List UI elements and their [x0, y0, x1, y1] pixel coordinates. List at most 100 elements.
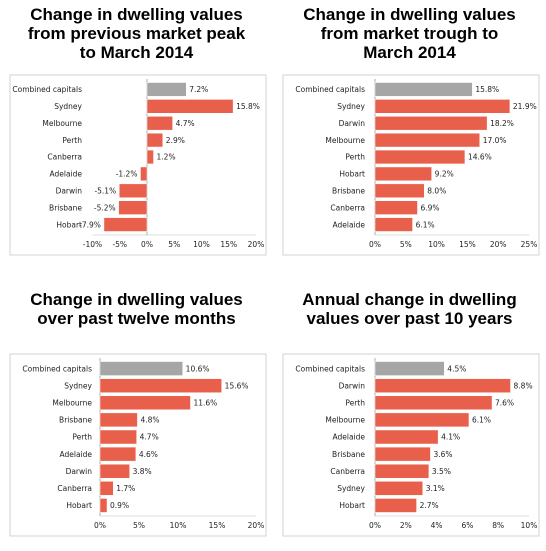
value-label: 3.1% — [426, 484, 445, 493]
category-label: Hobart — [339, 501, 365, 510]
category-label: Perth — [345, 153, 365, 162]
bar — [118, 200, 148, 215]
x-tick-label: -10% — [83, 240, 102, 249]
chart-title-line: Change in dwelling values — [303, 5, 516, 24]
bar — [99, 429, 137, 445]
bar — [99, 378, 222, 393]
bar — [374, 166, 432, 182]
bar — [374, 116, 488, 131]
bar — [374, 446, 431, 462]
bar — [146, 132, 164, 148]
value-label: 2.7% — [420, 501, 439, 510]
category-label: Brisbane — [49, 203, 82, 212]
chart-title-line: to March 2014 — [79, 43, 194, 62]
category-label: Sydney — [64, 381, 92, 390]
x-tick-label: 4% — [431, 521, 443, 530]
x-tick-label: 0% — [141, 240, 153, 249]
category-label: Sydney — [54, 102, 82, 111]
plot-frame — [9, 74, 267, 256]
bar — [99, 412, 138, 428]
x-tick-label: 0% — [369, 521, 381, 530]
bar — [374, 481, 423, 496]
category-label: Adelaide — [332, 433, 365, 442]
category-label: Darwin — [339, 381, 366, 390]
chart-title-line: from previous market peak — [27, 24, 246, 43]
bar — [374, 132, 480, 148]
x-tick-label: 10% — [170, 521, 187, 530]
x-tick-label: 2% — [400, 521, 412, 530]
category-label: Brisbane — [332, 450, 365, 459]
plot-frame — [9, 353, 267, 537]
chart-title-line: Change in dwelling values — [30, 5, 243, 24]
chart-panel-trough: Change in dwelling values from market tr… — [273, 0, 546, 275]
category-label: Sydney — [337, 484, 365, 493]
chart-title-line: Change in dwelling values — [30, 290, 243, 309]
bar — [99, 498, 108, 513]
bar-chart: Combined capitals 7.2% Sydney 15.8% Melbourn… — [9, 74, 267, 256]
chart-panel-peak: Change in dwelling values from previous … — [0, 0, 273, 275]
bar — [374, 378, 511, 393]
category-label: Combined capitals — [295, 364, 365, 373]
category-label: Darwin — [339, 119, 366, 128]
bar — [374, 412, 470, 428]
category-label: Brisbane — [59, 416, 92, 425]
value-label: 4.6% — [139, 450, 158, 459]
x-tick-label: 8% — [492, 521, 504, 530]
value-label: 2.9% — [166, 136, 185, 145]
chart-title-line: values over past 10 years — [306, 309, 513, 328]
value-label: -5.1% — [94, 186, 116, 195]
bar — [103, 217, 148, 232]
category-label: Hobart — [66, 501, 92, 510]
bar-chart: Combined capitals 15.8% Sydney 21.9% Darwin 1… — [282, 74, 540, 256]
bar — [99, 463, 130, 479]
x-tick-label: 20% — [248, 521, 265, 530]
value-label: 8.8% — [514, 381, 533, 390]
bar — [374, 498, 417, 513]
value-label: 10.6% — [186, 364, 210, 373]
bar — [374, 217, 413, 232]
bar — [146, 82, 187, 97]
bar — [146, 116, 173, 131]
category-label: Hobart — [56, 220, 82, 229]
value-label: 15.8% — [475, 85, 499, 94]
bar-chart: Combined capitals 4.5% Darwin 8.8% Perth 7.6%… — [282, 353, 540, 537]
chart-panel-ten-years: Annual change in dwelling values over pa… — [273, 276, 546, 551]
category-label: Canberra — [47, 153, 82, 162]
bar — [99, 481, 114, 496]
value-label: 18.2% — [490, 119, 514, 128]
x-tick-label: 10% — [193, 240, 210, 249]
value-label: 1.7% — [116, 484, 135, 493]
category-label: Sydney — [337, 102, 365, 111]
value-label: 8.0% — [427, 186, 446, 195]
category-label: Hobart — [339, 170, 365, 179]
value-label: 4.1% — [441, 433, 460, 442]
category-label: Brisbane — [332, 186, 365, 195]
bar — [374, 99, 511, 114]
value-label: 17.0% — [483, 136, 507, 145]
x-tick-label: 0% — [94, 521, 106, 530]
chart-title-line: from market trough to — [320, 24, 499, 43]
bar — [140, 166, 148, 182]
value-label: 0.9% — [110, 501, 129, 510]
x-tick-label: 5% — [133, 521, 145, 530]
category-label: Darwin — [66, 467, 93, 476]
bar — [374, 429, 439, 445]
category-label: Combined capitals — [22, 364, 92, 373]
value-label: 7.6% — [495, 398, 514, 407]
bar — [374, 200, 418, 215]
value-label: 14.6% — [468, 153, 492, 162]
x-tick-label: 15% — [209, 521, 226, 530]
plot-frame — [282, 74, 540, 256]
value-label: 11.6% — [193, 398, 217, 407]
bar-chart: Combined capitals 10.6% Sydney 15.6% Melbour… — [9, 353, 267, 537]
category-label: Adelaide — [59, 450, 92, 459]
x-tick-label: 5% — [168, 240, 180, 249]
bar — [374, 463, 430, 479]
value-label: 15.8% — [236, 102, 260, 111]
x-tick-label: 6% — [461, 521, 473, 530]
value-label: 3.6% — [433, 450, 452, 459]
bar — [374, 395, 493, 411]
category-label: Perth — [62, 136, 82, 145]
value-label: 4.8% — [140, 416, 159, 425]
chart-title-line: over past twelve months — [37, 309, 236, 328]
